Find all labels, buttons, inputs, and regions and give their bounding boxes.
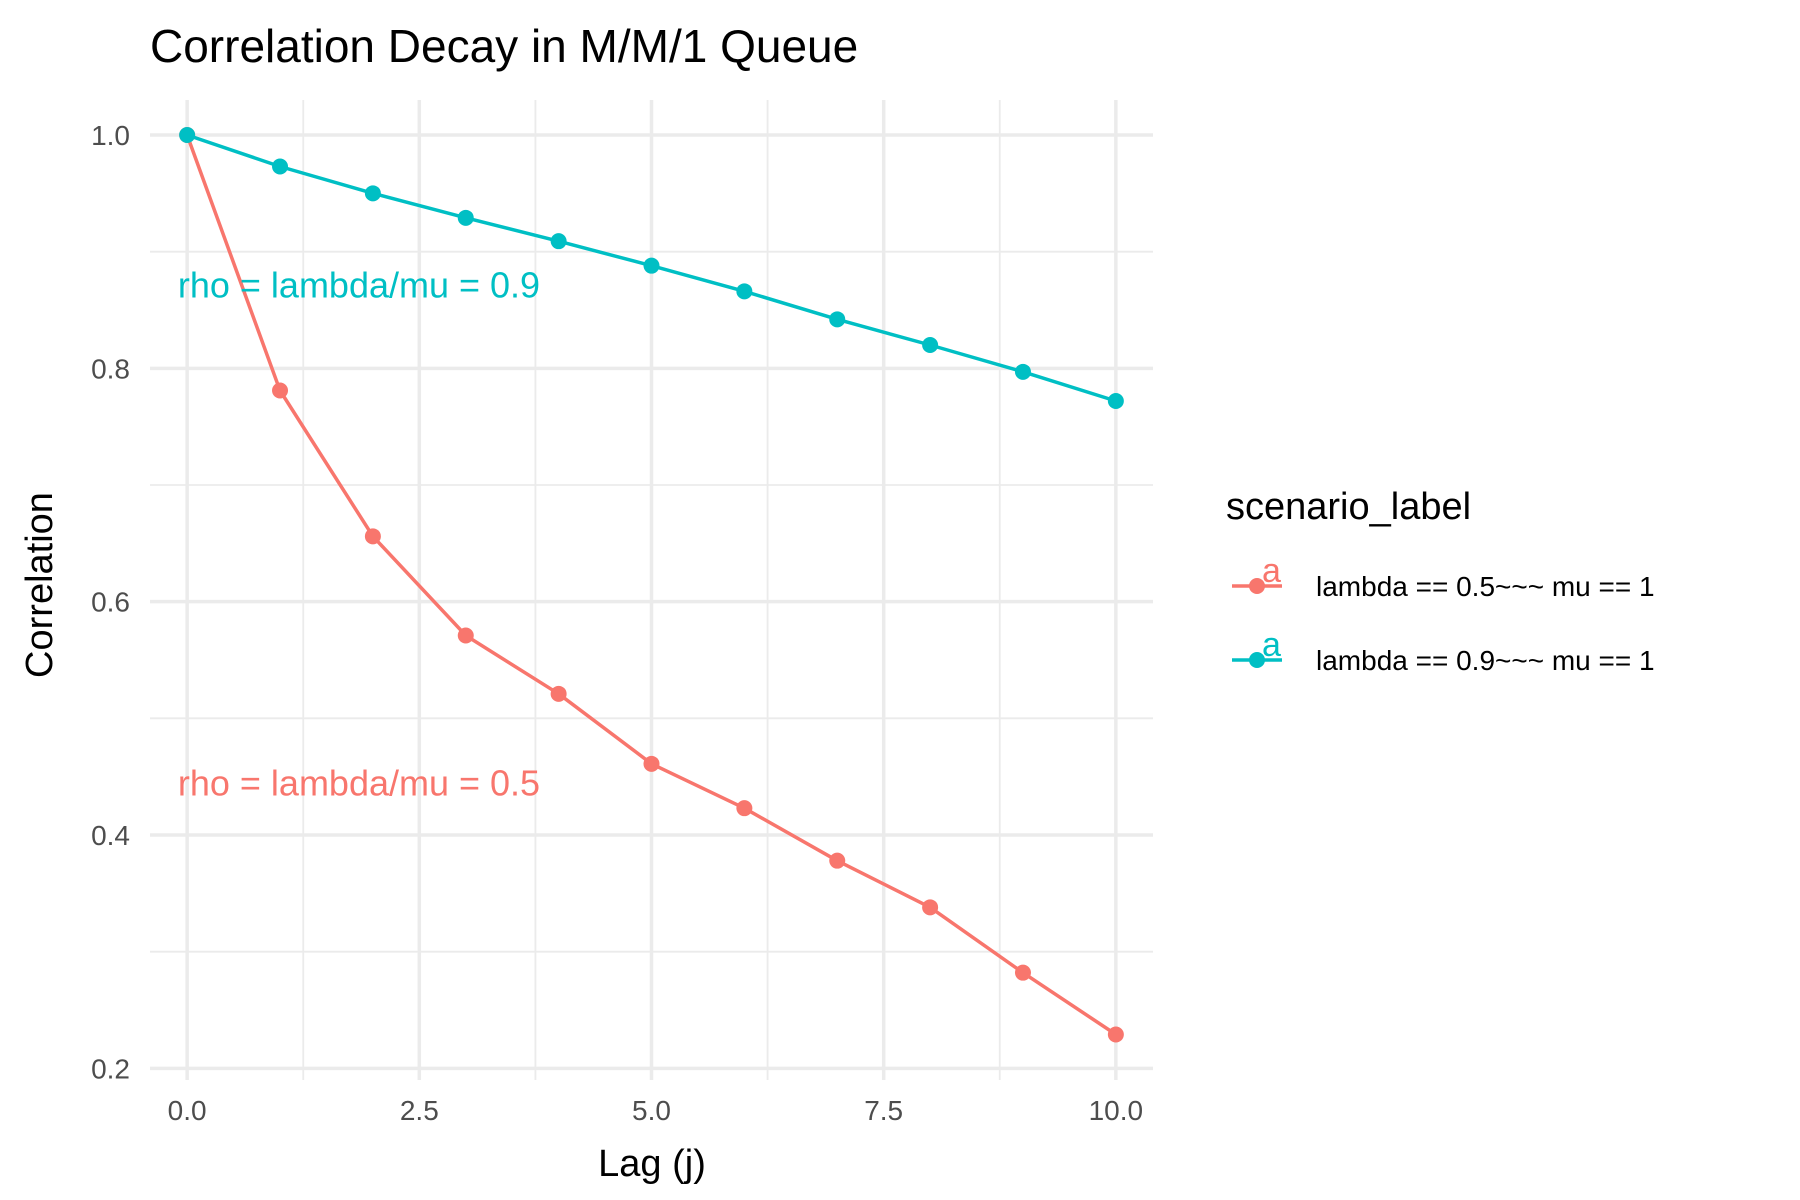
x-tick-label: 5.0 <box>632 1095 671 1126</box>
y-tick-label: 0.4 <box>91 820 130 851</box>
legend-key-point <box>1249 578 1265 594</box>
x-tick-label: 7.5 <box>864 1095 903 1126</box>
data-point <box>272 382 289 399</box>
data-point <box>364 185 381 202</box>
y-axis-title: Correlation <box>19 492 61 678</box>
data-point <box>922 899 939 916</box>
x-tick-label: 0.0 <box>168 1095 207 1126</box>
data-point <box>457 627 474 644</box>
legend-title: scenario_label <box>1226 486 1471 528</box>
data-point <box>1107 393 1124 409</box>
y-tick-label: 0.2 <box>91 1053 130 1084</box>
legend-key-glyph: a <box>1262 626 1281 664</box>
data-point <box>1014 363 1031 380</box>
data-point <box>736 283 753 300</box>
annotation-layer: rho = lambda/mu = 0.5 rho = lambda/mu = 0… <box>178 264 540 803</box>
legend-label: lambda == 0.9~~~ mu == 1 <box>1316 645 1655 676</box>
data-point <box>364 528 381 545</box>
y-tick-label: 1.0 <box>91 120 130 151</box>
data-point <box>829 311 846 328</box>
x-axis-title: Lag (j) <box>598 1143 706 1185</box>
y-tick-label: 0.6 <box>91 587 130 618</box>
data-point <box>829 852 846 869</box>
data-point <box>550 233 567 250</box>
annotation-label: rho = lambda/mu = 0.9 <box>178 264 540 305</box>
x-tick-label: 10.0 <box>1089 1095 1144 1126</box>
data-point <box>550 685 567 702</box>
legend: scenario_label a lambda == 0.5~~~ mu == 1… <box>1226 486 1655 676</box>
legend-item: a lambda == 0.5~~~ mu == 1 <box>1232 552 1655 602</box>
data-point <box>1014 964 1031 981</box>
y-axis-ticks: 0.2 0.4 0.6 0.8 1.0 <box>91 120 130 1084</box>
data-point <box>1107 1026 1124 1043</box>
annotation-label: rho = lambda/mu = 0.5 <box>178 763 540 804</box>
series-layer <box>179 127 1124 1043</box>
x-axis-ticks: 0.0 2.5 5.0 7.5 10.0 <box>168 1095 1143 1126</box>
legend-label: lambda == 0.5~~~ mu == 1 <box>1316 571 1655 602</box>
legend-item: a lambda == 0.9~~~ mu == 1 <box>1232 626 1655 676</box>
legend-key-glyph: a <box>1262 552 1281 590</box>
data-point <box>457 209 474 226</box>
data-point <box>736 800 753 817</box>
data-point <box>643 755 660 772</box>
data-point <box>922 337 939 353</box>
grid-major <box>150 100 1153 1080</box>
x-tick-label: 2.5 <box>400 1095 439 1126</box>
data-point <box>643 257 660 274</box>
series-1 <box>179 127 1124 1043</box>
chart-title: Correlation Decay in M/M/1 Queue <box>150 20 858 72</box>
series-2 <box>179 127 1124 409</box>
data-point <box>179 127 196 143</box>
legend-items: a lambda == 0.5~~~ mu == 1 a lambda == 0.9~… <box>1232 552 1655 676</box>
legend-key-point <box>1249 652 1265 668</box>
y-tick-label: 0.8 <box>91 353 130 384</box>
data-point <box>272 158 289 175</box>
